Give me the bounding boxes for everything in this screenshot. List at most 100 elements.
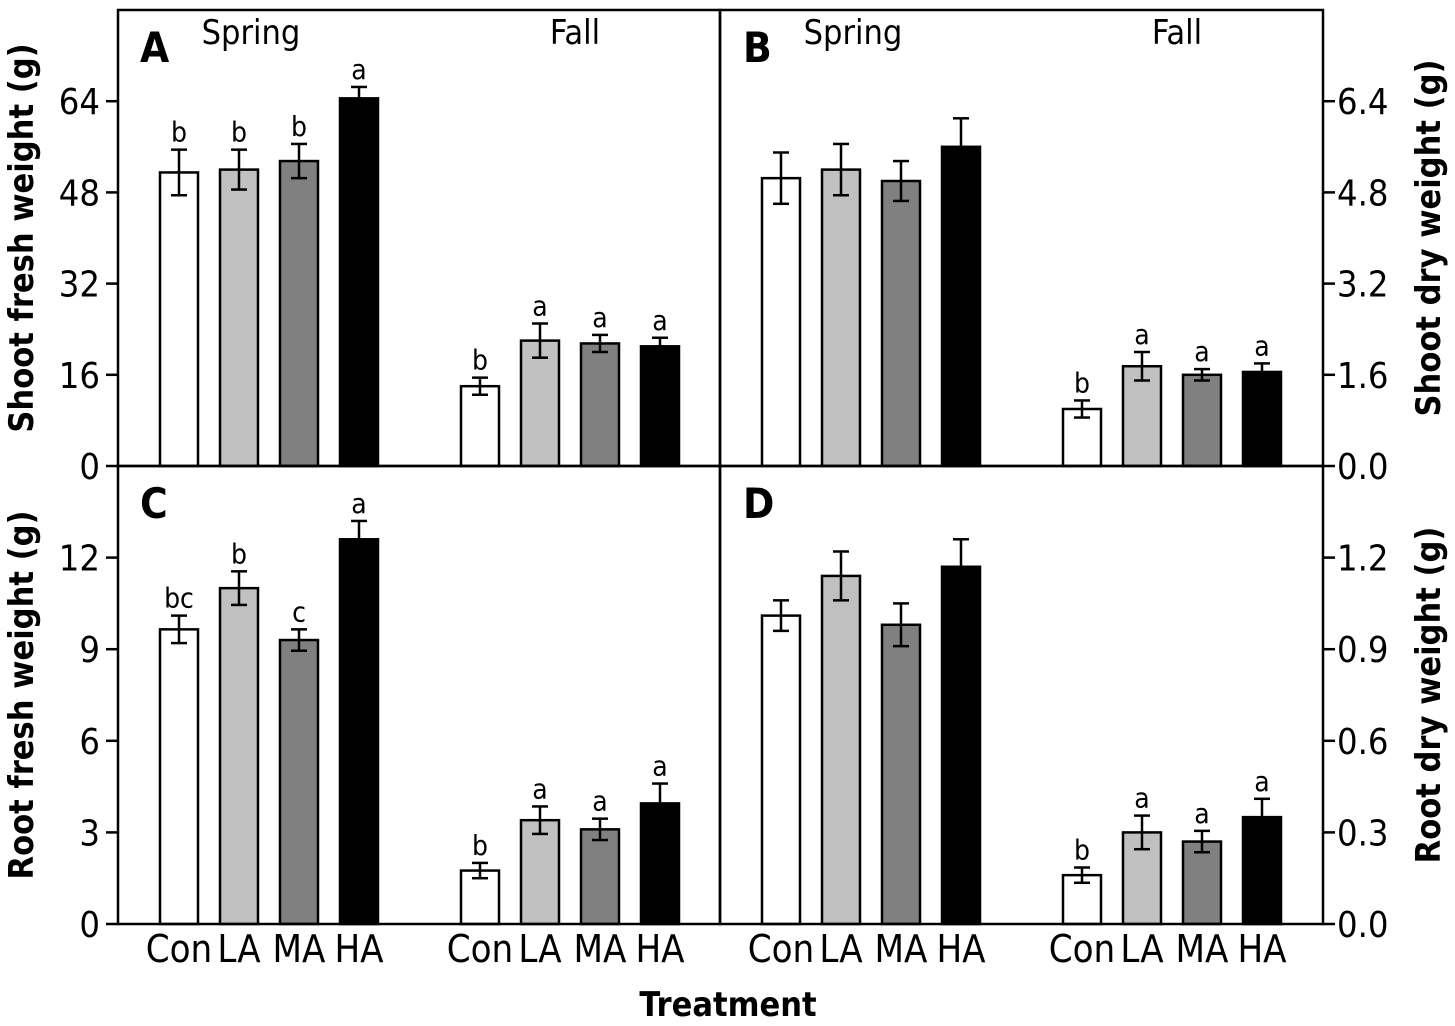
x-axis-title: Treatment xyxy=(639,985,816,1025)
error-bar-b-fall-con xyxy=(1074,399,1090,419)
x-category-label: MA xyxy=(875,927,929,971)
season-label-fall: Fall xyxy=(1152,13,1202,53)
error-bar-b-spring-con xyxy=(773,151,789,206)
error-bar-a-fall-ma xyxy=(592,333,608,354)
bar-b-fall-ma xyxy=(1181,373,1223,468)
error-bar-c-fall-la xyxy=(532,805,548,836)
y-tick-label: 0.3 xyxy=(1337,813,1389,854)
significance-label: a xyxy=(1194,335,1209,368)
bar-b-spring-ha xyxy=(940,145,982,468)
error-bar-c-fall-ma xyxy=(592,817,608,842)
season-label-fall: Fall xyxy=(550,13,600,53)
error-bar-c-spring-ma xyxy=(291,628,307,652)
error-bar-d-fall-la xyxy=(1134,814,1150,851)
bar-d-spring-con xyxy=(760,614,802,926)
panel-b: b a a a B Spring Fall 0.0 1.6 3.2 4.8 6.4 Shoot dry … xyxy=(718,8,1449,488)
y-tick-label: 3.2 xyxy=(1337,265,1389,306)
significance-label: c xyxy=(292,595,306,628)
y-tick-label: 4.8 xyxy=(1337,173,1389,214)
x-category-label: Con xyxy=(146,927,212,971)
y-tick-label: 16 xyxy=(59,356,100,397)
panel-letter: B xyxy=(743,23,772,72)
x-category-label: HA xyxy=(936,927,986,971)
x-category-label: LA xyxy=(1120,927,1164,971)
error-bar-a-fall-con xyxy=(472,376,488,396)
bar-d-spring-ha xyxy=(940,565,982,926)
error-bar-d-fall-ha xyxy=(1254,797,1270,837)
y-tick-label: 0.9 xyxy=(1337,630,1389,671)
error-bar-a-spring-con xyxy=(171,148,187,197)
bar-d-spring-la xyxy=(820,574,862,926)
error-bar-a-spring-ha xyxy=(351,85,367,111)
x-category-label: HA xyxy=(334,927,384,971)
y-tick-label: 6.4 xyxy=(1337,82,1389,123)
error-bar-d-fall-ma xyxy=(1194,829,1210,854)
error-bar-c-spring-ha xyxy=(351,519,367,559)
bar-a-fall-ma xyxy=(579,342,621,468)
x-category-label: MA xyxy=(273,927,327,971)
error-bar-b-fall-ma xyxy=(1194,367,1210,382)
significance-label: a xyxy=(351,53,366,86)
y-tick-label: 9 xyxy=(79,630,100,671)
significance-label: a xyxy=(1134,318,1149,351)
error-bar-b-fall-la xyxy=(1134,350,1150,382)
significance-label: a xyxy=(1194,797,1209,830)
bar-c-spring-la xyxy=(218,586,260,926)
y-tick-label: 0 xyxy=(79,447,100,488)
x-category-label: HA xyxy=(1237,927,1287,971)
significance-label: a xyxy=(1254,765,1269,798)
bar-a-spring-ha xyxy=(338,97,380,468)
panel-letter: C xyxy=(140,479,168,528)
bar-a-fall-la xyxy=(519,339,561,468)
y-tick-label: 0 xyxy=(79,905,100,946)
bar-b-spring-ma xyxy=(880,179,922,468)
significance-label: bc xyxy=(164,582,194,615)
y-axis-title: Shoot fresh weight (g) xyxy=(2,43,42,432)
panel-frame xyxy=(116,8,722,468)
significance-label: a xyxy=(652,750,667,783)
bar-c-fall-la xyxy=(519,818,561,926)
significance-label: a xyxy=(1134,782,1149,815)
significance-label: a xyxy=(592,301,607,334)
x-category-label: MA xyxy=(1176,927,1230,971)
significance-label: b xyxy=(231,537,247,570)
y-axis-title: Shoot dry weight (g) xyxy=(1409,60,1449,417)
y-tick-label: 1.6 xyxy=(1337,356,1389,397)
x-category-label: Con xyxy=(748,927,814,971)
bar-a-spring-con xyxy=(158,171,200,468)
significance-label: b xyxy=(472,829,488,862)
y-tick-label: 32 xyxy=(59,265,100,306)
significance-label: b xyxy=(171,116,187,149)
error-bar-b-spring-ha xyxy=(953,117,969,177)
x-category-label: LA xyxy=(518,927,562,971)
significance-label: b xyxy=(231,116,247,149)
x-category-label: Con xyxy=(1049,927,1115,971)
error-bar-d-spring-la xyxy=(833,550,849,602)
bar-d-fall-ma xyxy=(1181,840,1223,926)
x-category-label: LA xyxy=(217,927,261,971)
significance-label: a xyxy=(532,772,547,805)
significance-label: a xyxy=(532,290,547,323)
error-bar-b-spring-la xyxy=(833,142,849,197)
y-axis-title: Root fresh weight (g) xyxy=(2,511,42,880)
bar-c-spring-ma xyxy=(278,638,320,926)
bar-a-fall-con xyxy=(459,384,501,468)
significance-label: b xyxy=(472,344,488,377)
y-tick-label: 64 xyxy=(59,82,100,123)
y-tick-label: 0.6 xyxy=(1337,722,1389,763)
y-tick-label: 12 xyxy=(59,539,100,580)
bar-a-spring-la xyxy=(218,168,260,468)
y-tick-label: 0.0 xyxy=(1337,447,1389,488)
y-tick-label: 3 xyxy=(79,813,100,854)
error-bar-d-spring-ma xyxy=(893,602,909,648)
significance-label: a xyxy=(1254,329,1269,362)
error-bar-d-spring-con xyxy=(773,599,789,633)
significance-label: a xyxy=(652,304,667,337)
panel-frame xyxy=(718,464,1325,926)
bar-a-fall-ha xyxy=(639,345,681,468)
bar-c-spring-ha xyxy=(338,538,380,926)
error-bar-d-fall-con xyxy=(1074,866,1090,885)
panel-letter: A xyxy=(140,23,170,72)
x-category-label: HA xyxy=(635,927,685,971)
